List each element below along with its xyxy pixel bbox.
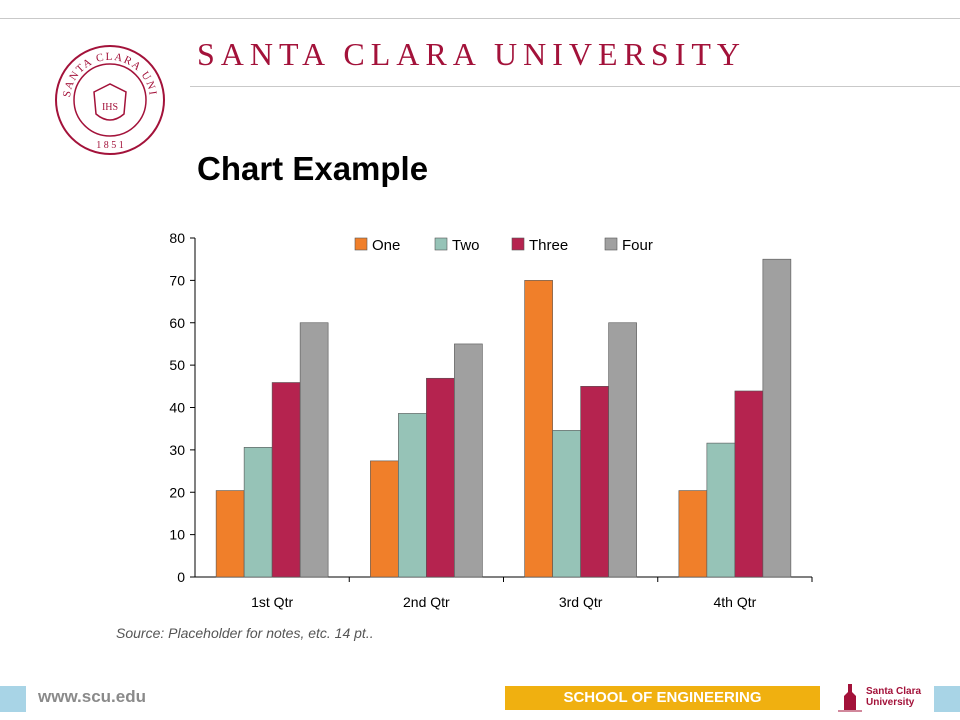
- bar-three: [580, 386, 609, 578]
- legend-swatch-one: [354, 237, 368, 251]
- y-tick-label: 80: [169, 230, 185, 246]
- bar-three: [734, 390, 764, 578]
- legend-swatch-four: [604, 237, 618, 251]
- footer-right-block: [934, 686, 960, 712]
- y-tick-label: 40: [169, 400, 185, 416]
- source-note: Source: Placeholder for notes, etc. 14 p…: [116, 625, 374, 641]
- seal-text: SANTA CLARA UNIVERSITY: [54, 44, 157, 98]
- bar-three: [271, 382, 301, 578]
- footer-logo-text: Santa Clara University: [866, 686, 921, 708]
- bar-four: [454, 343, 483, 578]
- school-banner: SCHOOL OF ENGINEERING: [505, 686, 820, 710]
- bar-one: [215, 490, 245, 578]
- university-name: SANTA CLARA UNIVERSITY: [197, 36, 747, 72]
- bar-four: [762, 258, 792, 578]
- bar-four: [299, 322, 329, 578]
- legend-label-two: Two: [452, 237, 480, 254]
- bar-one: [678, 490, 708, 578]
- seal-year: 1 8 5 1: [96, 140, 124, 151]
- bar-one: [524, 280, 553, 578]
- slide-title: Chart Example: [197, 150, 429, 187]
- university-seal-logo: SANTA CLARA UNIVERSITY IHS 1 8 5 1: [54, 44, 165, 155]
- x-tick-label: 3rd Qtr: [559, 594, 603, 610]
- bar-chart: 0 10 20 30 40 50 60 70 80 1st Qtr 2nd Qtr 3rd Qtr 4t…: [169, 230, 813, 610]
- y-tick-label: 70: [169, 272, 185, 288]
- footer-logo-line2: University: [866, 697, 915, 708]
- legend-swatch-three: [511, 237, 525, 251]
- seal-monogram: IHS: [102, 102, 118, 113]
- bar-one: [370, 460, 399, 578]
- footer-left-block: [0, 686, 26, 712]
- bar-three: [426, 377, 455, 578]
- bar-two: [398, 413, 427, 578]
- legend-label-three: Three: [529, 237, 568, 254]
- university-logo-icon: [838, 684, 862, 712]
- y-tick-label: 10: [169, 527, 185, 543]
- y-tick-label: 20: [169, 484, 185, 500]
- footer-url[interactable]: www.scu.edu: [38, 687, 147, 706]
- bar-two: [552, 430, 581, 578]
- y-tick-label: 30: [169, 442, 185, 458]
- x-tick-label: 2nd Qtr: [403, 594, 450, 610]
- y-tick-label: 0: [177, 569, 185, 585]
- top-rule: [0, 18, 960, 19]
- bar-two: [243, 447, 273, 578]
- y-tick-label: 60: [169, 315, 185, 331]
- legend-label-four: Four: [622, 237, 653, 254]
- svg-text:SANTA CLARA UNIVERSITY: SANTA CLARA UNIVERSITY: [54, 44, 159, 98]
- footer-logo-line1: Santa Clara: [866, 686, 922, 697]
- bar-two: [706, 442, 736, 578]
- bar-four: [608, 322, 637, 578]
- legend-swatch-two: [434, 237, 448, 251]
- x-tick-label: 4th Qtr: [713, 594, 756, 610]
- y-tick-label: 50: [169, 357, 185, 373]
- x-tick-label: 1st Qtr: [251, 594, 293, 610]
- header-rule: [190, 86, 960, 87]
- legend-label-one: One: [372, 237, 400, 254]
